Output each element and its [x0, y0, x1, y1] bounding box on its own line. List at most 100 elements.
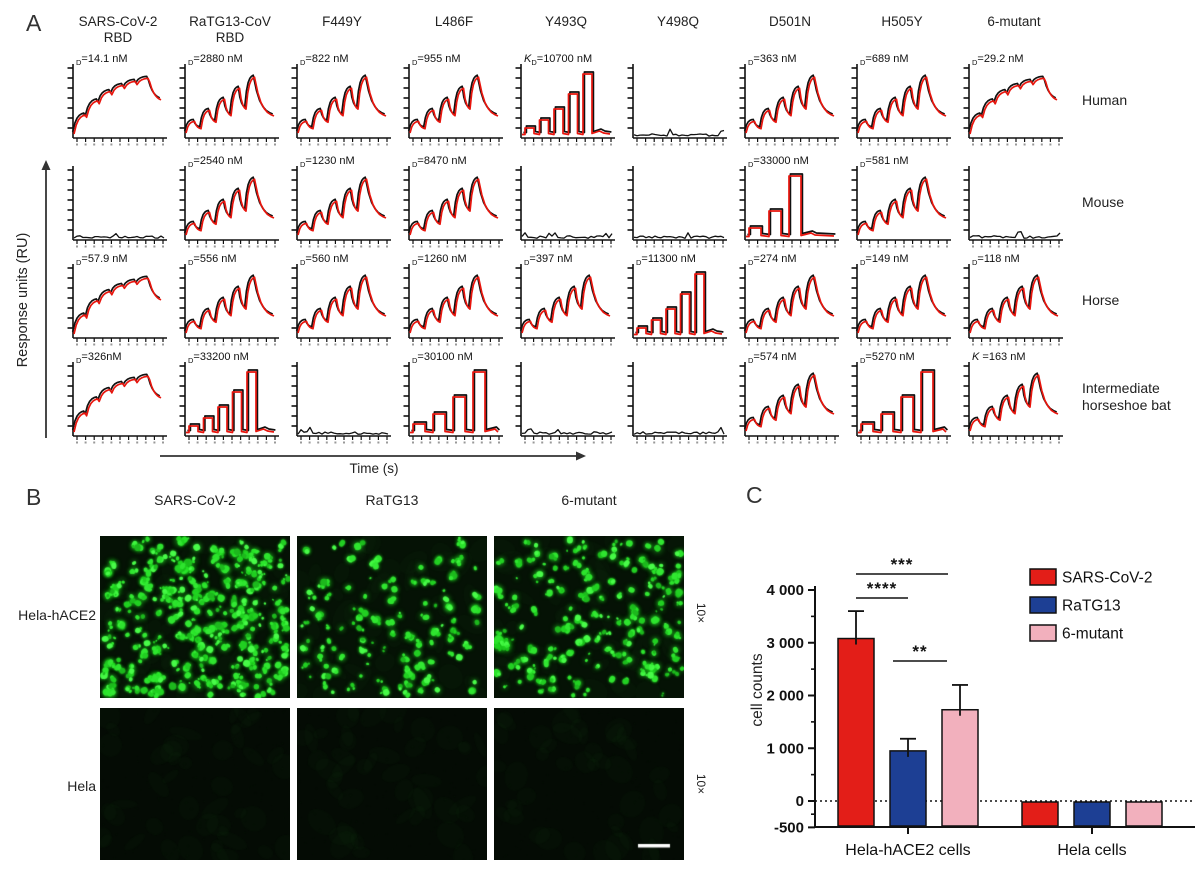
response-units-axis-label: Response units (RU) [15, 232, 31, 368]
column-header-6-mutant: 6-mutant [987, 14, 1041, 29]
column-header-ratg13-cov: RaTG13-CoV RBD [189, 14, 271, 45]
sensorgram-plot: D=822 nM [288, 53, 392, 148]
sensorgram-plot: D=14.1 nM [64, 53, 168, 148]
sensorgram-plot: D=955 nM [400, 53, 504, 148]
sensorgram-plot: D=30100 nM [400, 351, 504, 446]
kd-value-label: D=363 nM [748, 53, 797, 68]
kd-value-label: D=14.1 nM [76, 53, 128, 68]
sensorgram-plot: D=5270 nM [848, 351, 952, 446]
kd-value-label: D=274 nM [748, 253, 797, 268]
time-axis-label: Time (s) [349, 461, 399, 476]
legend-swatch-sars-cov-2 [1029, 568, 1057, 586]
kd-value-label: D=1230 nM [300, 155, 355, 170]
column-header-y498q: Y498Q [656, 14, 700, 29]
kd-value-label: D=574 nM [748, 351, 797, 366]
panel-b-header-ratg13: RaTG13 [365, 492, 419, 508]
legend-swatch-6-mutant [1029, 624, 1057, 642]
sensorgram-plot: D=11300 nM [624, 253, 728, 348]
kd-value-label: D=30100 nM [412, 351, 473, 366]
micrograph-hela-6-mutant [494, 708, 684, 860]
kd-value-label: KD=10700 nM [524, 53, 593, 68]
y-tick-label: 2 000 [766, 688, 804, 705]
significance-stars: **** [867, 579, 897, 598]
bar-6-mutant-hela-cells [1125, 801, 1163, 827]
sensorgram-plot [512, 354, 616, 446]
sensorgram-plot [960, 158, 1064, 250]
sensorgram-plot: D=8470 nM [400, 155, 504, 250]
species-label-human: Human [1082, 92, 1128, 108]
panel-a-label: A [26, 10, 42, 36]
y-tick-label: 0 [796, 793, 804, 810]
sensorgram-plot [624, 56, 728, 148]
bar-ratg13-hela-cells [1073, 801, 1111, 827]
sensorgram-plot: D=397 nM [512, 253, 616, 348]
kd-value-label: D=11300 nM [636, 253, 696, 268]
sensorgram-plot: D=560 nM [288, 253, 392, 348]
sensorgram-plot: D=689 nM [848, 53, 952, 148]
column-header-f449y: F449Y [322, 14, 362, 29]
sensorgram-plot [512, 158, 616, 250]
panel-c-label: C [746, 482, 763, 508]
column-header-y493q: Y493Q [544, 14, 588, 29]
sensorgram-plot [288, 354, 392, 446]
kd-value-label: D=2540 nM [188, 155, 243, 170]
panel-b-header-6-mutant: 6-mutant [561, 492, 617, 508]
legend-label: SARS-CoV-2 [1062, 570, 1152, 587]
kd-value-label: D=33200 nM [188, 351, 249, 366]
y-tick-label: 3 000 [766, 635, 804, 652]
sensorgram-plot [64, 158, 168, 250]
panel-b-label: B [26, 484, 42, 510]
bar-sars-cov-2-hela-cells [1021, 801, 1059, 827]
sensorgram-plot [624, 158, 728, 250]
sensorgram-plot: D=274 nM [736, 253, 840, 348]
kd-value-label: D=118 nM [972, 253, 1020, 268]
column-header-d501n: D501N [768, 14, 812, 29]
y-tick-label: 4 000 [766, 582, 804, 599]
kd-value-label: D=33000 nM [748, 155, 809, 170]
sensorgram-plot: D=57.9 nM [64, 253, 168, 348]
sensorgram-plot: D=556 nM [176, 253, 280, 348]
sensorgram-plot: D=1230 nM [288, 155, 392, 250]
legend-label: 6-mutant [1062, 626, 1124, 643]
kd-value-label: D=326nM [76, 351, 122, 366]
kd-value-label: D=689 nM [860, 53, 909, 68]
bar-sars-cov-2-hela-hace2-cells [837, 637, 875, 827]
kd-value-label: D=581 nM [860, 155, 909, 170]
sensorgram-plot: D=29.2 nM [960, 53, 1064, 148]
sensorgram-plot: D=326nM [64, 351, 168, 446]
species-label-mouse: Mouse [1082, 194, 1125, 210]
kd-value-label: D=8470 nM [412, 155, 467, 170]
sensorgram-plot: K =163 nM [960, 351, 1064, 446]
significance-stars: *** [891, 555, 914, 574]
legend-label: RaTG13 [1062, 598, 1121, 615]
bar-chart: 4 000 3 000 2 000 1 000 0 -500 Hela-hACE2 cell… [766, 555, 1195, 859]
right-arrow-icon [576, 451, 586, 461]
magnification-label-top: 10× [694, 602, 708, 624]
sensorgram-plot: D=33000 nM [736, 155, 840, 250]
x-category-label: Hela-hACE2 cells [845, 842, 970, 859]
y-tick-label: 1 000 [766, 740, 804, 757]
kd-value-label: D=560 nM [300, 253, 349, 268]
kd-value-label: D=822 nM [300, 53, 349, 68]
kd-value-label: D=29.2 nM [972, 53, 1024, 68]
sensorgram-plot: D=33200 nM [176, 351, 280, 446]
sensorgram-plot: D=149 nM [848, 253, 952, 348]
sensorgram-plot: D=2540 nM [176, 155, 280, 250]
sensorgram-plot: D=581 nM [848, 155, 952, 250]
legend-swatch-ratg13 [1029, 596, 1057, 614]
micrograph-hela-sars-cov-2 [100, 708, 290, 860]
kd-value-label: D=556 nM [188, 253, 237, 268]
kd-value-label: D=397 nM [524, 253, 573, 268]
micrograph-hela-hace2-6-mutant [494, 536, 684, 698]
sensorgram-plot: D=2880 nM [176, 53, 280, 148]
sensorgram-plot [624, 354, 728, 446]
kd-value-label: D=149 nM [860, 253, 909, 268]
sensorgram-plot: D=574 nM [736, 351, 840, 446]
y-tick-label: -500 [774, 819, 804, 836]
magnification-label-bottom: 10× [694, 773, 708, 795]
kd-value-label: D=955 nM [412, 53, 461, 68]
up-arrow-icon [41, 160, 51, 170]
kd-value-label: D=57.9 nM [76, 253, 128, 268]
